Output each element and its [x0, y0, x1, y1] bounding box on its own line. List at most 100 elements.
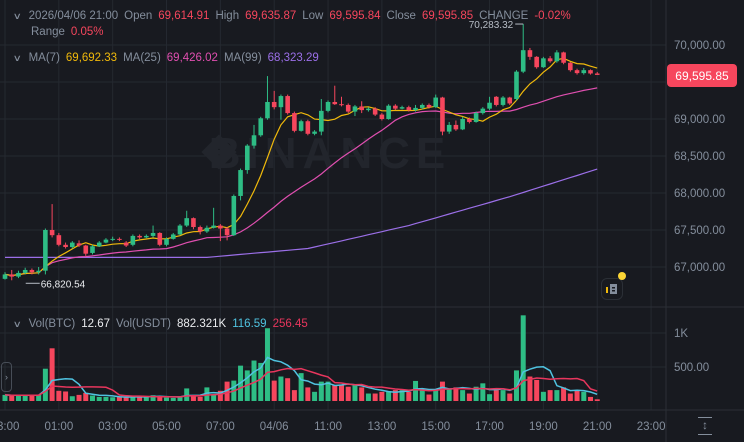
- candle-body: [493, 96, 499, 105]
- ohlc-legend: ∨ 2026/04/06 21:00 Open 69,614.91 High 6…: [12, 10, 571, 22]
- volume-bar: [251, 360, 257, 401]
- candle-body: [218, 225, 223, 229]
- candle: [507, 96, 513, 105]
- autoscale-button[interactable]: ↕: [698, 417, 712, 435]
- candle: [191, 217, 196, 230]
- volume-bar: [588, 396, 594, 401]
- candle: [345, 103, 351, 114]
- volume-bar: [96, 396, 102, 401]
- candle-body: [534, 56, 539, 68]
- candle-body: [332, 101, 338, 105]
- volume-bar: [554, 390, 560, 401]
- open-value: 69,614.91: [158, 10, 210, 22]
- low-value: 69,595.84: [329, 10, 381, 22]
- volume-bar: [150, 395, 156, 401]
- candle: [352, 104, 358, 117]
- volume-bar: [487, 394, 493, 401]
- indicator-tool-button[interactable]: [601, 278, 623, 300]
- volume-bar: [36, 394, 42, 401]
- ma99-label: MA(99): [223, 52, 262, 64]
- candle-body: [191, 218, 196, 228]
- price-tick-label: 67,500.00: [674, 225, 725, 237]
- candle-body: [110, 238, 115, 240]
- candle-body: [413, 107, 418, 111]
- volume-bar: [42, 368, 48, 401]
- candle-body: [117, 238, 122, 240]
- candle: [197, 225, 203, 235]
- candle: [204, 225, 210, 233]
- legend-datetime: 2026/04/06 21:00: [28, 10, 119, 22]
- candle-body: [16, 272, 21, 277]
- volume-bar: [406, 391, 412, 401]
- candle: [332, 85, 338, 105]
- vol-btc-label: Vol(BTC): [28, 318, 76, 330]
- candle-body: [83, 245, 89, 254]
- candle: [426, 103, 432, 109]
- volume-bar: [534, 379, 540, 401]
- candle-body: [123, 242, 129, 246]
- volume-bar: [426, 394, 432, 401]
- volume-tick-label: 1K: [674, 328, 688, 340]
- volume-bar: [446, 389, 452, 401]
- candle: [285, 94, 290, 115]
- candle-body: [197, 227, 203, 232]
- candle: [43, 228, 48, 275]
- chevron-down-icon[interactable]: ∨: [12, 52, 22, 63]
- candle: [561, 51, 566, 65]
- candle: [103, 238, 109, 244]
- price-tick-label: 67,000.00: [674, 262, 725, 274]
- chevron-down-icon[interactable]: ∨: [12, 10, 22, 21]
- candle: [473, 111, 479, 123]
- candle-body: [144, 235, 149, 238]
- candle: [271, 90, 277, 110]
- volume-legend: ∨ Vol(BTC) 12.67 Vol(USDT) 882.321K 116.…: [12, 318, 308, 330]
- candle: [83, 244, 89, 256]
- volume-bar: [365, 393, 371, 401]
- change-value: -0.02%: [534, 10, 571, 22]
- vol-btc-value: 12.67: [81, 318, 111, 330]
- price-tick-label: 70,000.00: [674, 40, 725, 52]
- candle-body: [487, 102, 492, 109]
- volume-bar: [581, 391, 587, 401]
- volume-bar: [177, 397, 183, 401]
- candle: [16, 270, 21, 279]
- volume-bar: [49, 348, 55, 401]
- candle-body: [271, 101, 277, 108]
- candle: [574, 68, 580, 75]
- volume-bar: [22, 395, 28, 401]
- candle: [278, 94, 284, 120]
- candle: [63, 242, 68, 249]
- current-price-badge: 69,595.85: [667, 64, 737, 87]
- candle-body: [130, 235, 136, 245]
- candle: [157, 232, 163, 247]
- candle-body: [500, 97, 506, 105]
- time-tick-label: 05:00: [152, 421, 181, 433]
- candle-body: [238, 170, 243, 196]
- candle: [110, 236, 115, 242]
- candle-body: [157, 232, 163, 245]
- candle-body: [507, 97, 513, 104]
- range-legend: Range 0.05%: [31, 26, 104, 38]
- ma7-label: MA(7): [28, 52, 60, 64]
- volume-bar: [103, 396, 109, 401]
- time-tick-label: 15:00: [421, 421, 450, 433]
- high-marker-label: 70,283.32: [469, 20, 514, 31]
- candle: [446, 121, 452, 134]
- candle: [467, 117, 472, 124]
- time-tick-label: 17:00: [475, 421, 504, 433]
- candle: [413, 104, 418, 112]
- volume-ma-long-line: [4, 367, 598, 398]
- candle: [366, 107, 371, 112]
- candle-body: [285, 96, 290, 114]
- time-tick-label: 21:00: [583, 421, 612, 433]
- volume-bar: [123, 397, 129, 401]
- volume-bar: [413, 380, 419, 401]
- chevron-down-icon[interactable]: ∨: [12, 318, 22, 329]
- expand-panel-button[interactable]: ›: [1, 362, 12, 392]
- candle-body: [265, 101, 270, 119]
- volume-bar: [9, 395, 15, 401]
- candle-body: [446, 124, 452, 132]
- candle-body: [433, 97, 439, 108]
- volume-bar: [513, 370, 519, 401]
